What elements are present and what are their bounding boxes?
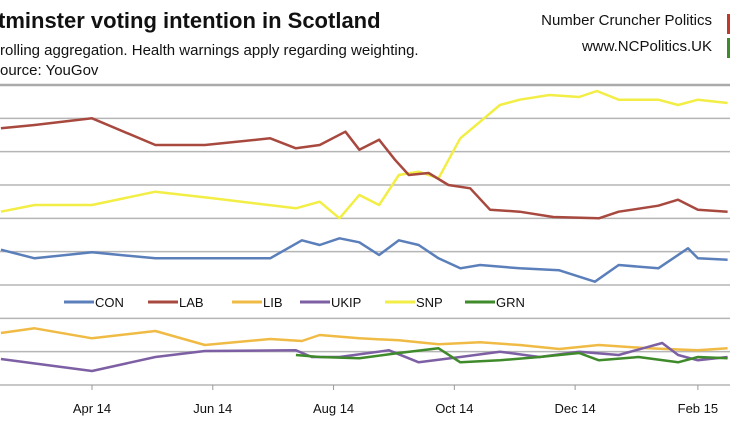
legend-label-con: CON [95, 295, 124, 310]
chart-title: tminster voting intention in Scotland [0, 8, 381, 33]
legend-label-lib: LIB [263, 295, 283, 310]
brand-name: Number Cruncher Politics [541, 12, 712, 29]
chart-source: ource: YouGov [0, 62, 99, 79]
x-tick-label: Apr 14 [73, 401, 111, 416]
chart-subtitle: rolling aggregation. Health warnings app… [0, 42, 419, 59]
series-line-lab [0, 117, 728, 220]
brand-url: www.NCPolitics.UK [581, 38, 712, 55]
legend-label-lab: LAB [179, 295, 204, 310]
legend: CON LAB LIB UKIP SNP GRN [64, 295, 525, 310]
series-line-snp [0, 89, 728, 220]
brand-logo-green [727, 38, 730, 58]
series-line-lib [0, 327, 728, 352]
x-tick-label: Oct 14 [435, 401, 473, 416]
legend-label-grn: GRN [496, 295, 525, 310]
legend-label-snp: SNP [416, 295, 443, 310]
legend-label-ukip: UKIP [331, 295, 361, 310]
series-line-grn [295, 347, 728, 364]
x-tick-label: Feb 15 [678, 401, 718, 416]
series-lines [0, 89, 728, 373]
x-tick-label: Jun 14 [193, 401, 232, 416]
series-line-ukip [0, 341, 728, 373]
brand-logo-red [727, 14, 730, 34]
x-tick-label: Dec 14 [555, 401, 596, 416]
series-line-con [0, 237, 728, 283]
x-tick-label: Aug 14 [313, 401, 354, 416]
gridlines [0, 83, 730, 386]
